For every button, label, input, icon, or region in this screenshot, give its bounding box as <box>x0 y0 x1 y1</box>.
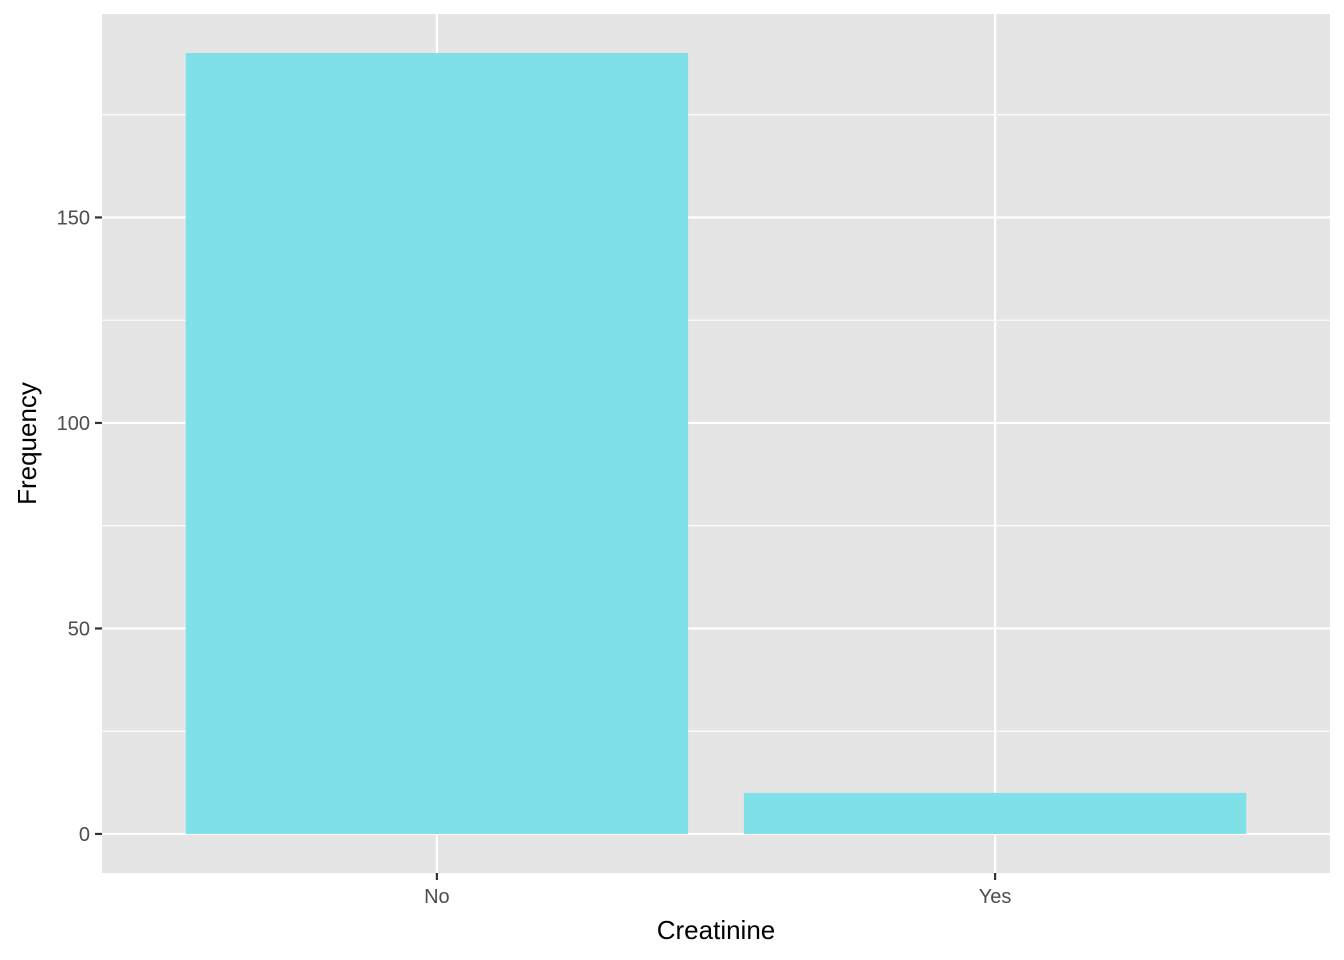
x-tick-label: No <box>424 886 450 908</box>
y-tick-label: 0 <box>79 824 90 846</box>
x-axis: No Yes <box>424 873 1011 908</box>
bar-yes <box>743 792 1247 834</box>
y-tick-label: 100 <box>57 413 90 435</box>
y-tick-label: 50 <box>68 618 90 640</box>
bars <box>185 53 1247 834</box>
bar-no <box>185 53 689 834</box>
y-tick-label: 150 <box>57 207 90 229</box>
y-axis-title: Frequency <box>12 382 42 505</box>
y-axis: 0 50 100 150 <box>57 207 102 846</box>
x-tick-label: Yes <box>979 886 1012 908</box>
x-axis-title: Creatinine <box>657 915 776 945</box>
